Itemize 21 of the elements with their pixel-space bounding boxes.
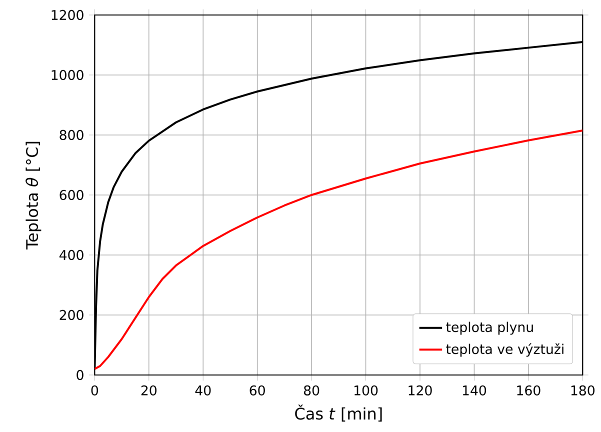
- y-tick-label: 200: [60, 310, 84, 320]
- x-tick-label: 180: [571, 385, 595, 396]
- x-tick-label: 40: [195, 385, 211, 396]
- x-tick-label: 160: [517, 385, 540, 396]
- x-tick-label: 100: [354, 385, 378, 396]
- y-tick-label: 800: [60, 130, 84, 140]
- legend-label: teplota ve výztuži: [446, 343, 564, 357]
- legend-label: teplota plynu: [446, 322, 533, 335]
- x-tick-label: 60: [250, 385, 265, 396]
- x-tick-label: 140: [462, 385, 486, 396]
- y-tick-label: 1000: [52, 70, 84, 80]
- x-tick-label: 0: [91, 385, 98, 396]
- y-tick-label: 1200: [52, 10, 84, 20]
- x-axis-title: Čas t [min]: [295, 404, 382, 422]
- y-axis-title: Teplota θ [°C]: [26, 142, 42, 250]
- x-tick-label: 20: [141, 385, 156, 396]
- y-tick-label: 0: [76, 370, 84, 380]
- x-tick-label: 120: [408, 385, 432, 396]
- y-tick-label: 600: [60, 190, 84, 200]
- y-tick-label: 400: [59, 250, 84, 260]
- x-tick-label: 80: [304, 385, 320, 396]
